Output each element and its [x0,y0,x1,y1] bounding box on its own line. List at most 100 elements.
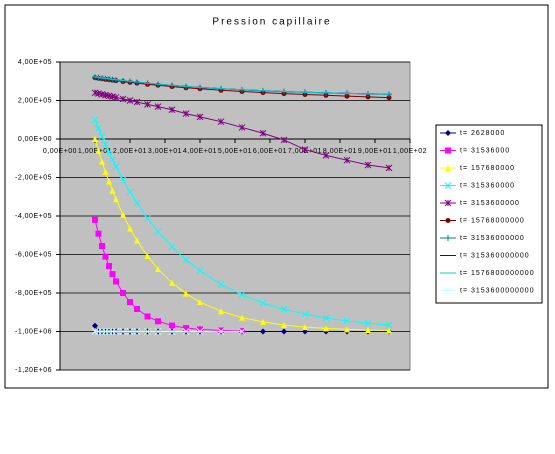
marker [444,182,452,189]
chart-title: Pression capillaire [212,17,331,28]
marker [144,100,151,108]
marker [134,305,140,312]
marker [182,110,190,117]
marker [95,230,102,237]
marker [133,199,141,207]
marker [218,327,224,334]
marker [134,237,140,244]
marker [109,156,116,163]
marker [154,328,162,335]
marker [445,165,451,171]
marker [112,94,120,101]
legend-label: t= 3153600000 [460,200,520,207]
marker [133,98,141,106]
y-tick-label: -4,00E+05 [15,213,52,220]
marker [238,328,246,335]
marker [133,328,141,335]
legend-label: t= 2628000 [460,130,505,137]
marker [127,299,133,306]
marker [112,163,120,170]
marker [95,125,102,132]
marker [301,310,309,318]
x-tick-label: 6,00E+01 [253,148,287,155]
marker [386,327,392,334]
legend-label: t= 31536000 [460,147,510,154]
marker [302,324,308,331]
marker [106,263,112,270]
marker [238,124,246,131]
x-tick-label: 4,00E+01 [183,148,217,155]
legend-label: t= 315360000 [460,182,515,189]
marker [217,118,225,126]
marker [281,328,287,335]
marker [154,228,162,235]
marker [119,176,127,183]
marker [322,314,330,322]
legend-label: t= 15768000000 [460,217,525,224]
x-tick-label: 1,00E+01 [78,148,112,155]
y-tick-label: 2,00E+05 [18,97,52,104]
marker [183,325,189,332]
marker [385,164,393,172]
y-tick-label: 4,00E+05 [18,59,52,66]
marker [168,328,176,335]
marker [112,328,120,335]
marker [260,318,266,325]
marker [182,256,190,264]
marker [444,287,452,294]
marker [109,271,116,278]
marker [218,308,224,315]
marker [444,199,452,207]
marker [196,328,204,335]
marker [168,243,176,251]
marker [102,253,109,260]
marker [92,216,98,223]
marker [343,156,351,164]
marker [217,328,225,335]
marker [144,328,151,335]
marker [92,322,98,329]
marker [102,141,109,149]
marker [445,218,451,223]
marker [281,321,287,328]
marker [445,130,451,136]
marker [196,113,204,121]
x-tick-label: 2,00E+01 [113,148,147,155]
marker [259,299,267,307]
marker [119,95,127,103]
marker [98,133,106,141]
marker [168,106,176,114]
marker [445,235,451,241]
marker [106,178,112,185]
legend-label: t= 31536000000 [460,235,525,242]
marker [92,136,98,142]
marker [344,326,350,333]
marker [113,278,119,285]
marker [322,152,330,159]
marker [91,116,99,124]
marker [343,317,351,325]
y-tick-label: -2,00E+05 [15,174,52,181]
marker [120,290,126,296]
marker [280,136,288,144]
marker [169,279,175,286]
x-tick-label: 0,00E+00 [43,148,77,155]
marker [386,95,392,101]
marker [155,318,161,325]
x-tick-label: 3,00E+01 [148,148,182,155]
marker [182,328,190,335]
marker [105,148,113,156]
marker [385,321,393,329]
marker [113,196,119,203]
marker [95,147,102,154]
marker [196,267,204,275]
marker [217,280,225,288]
y-tick-label: -1,20E+06 [15,367,52,374]
marker [127,225,133,232]
marker [155,265,161,272]
x-tick-label: 9,00E+01 [358,148,392,155]
marker [197,326,203,333]
marker [144,214,151,222]
